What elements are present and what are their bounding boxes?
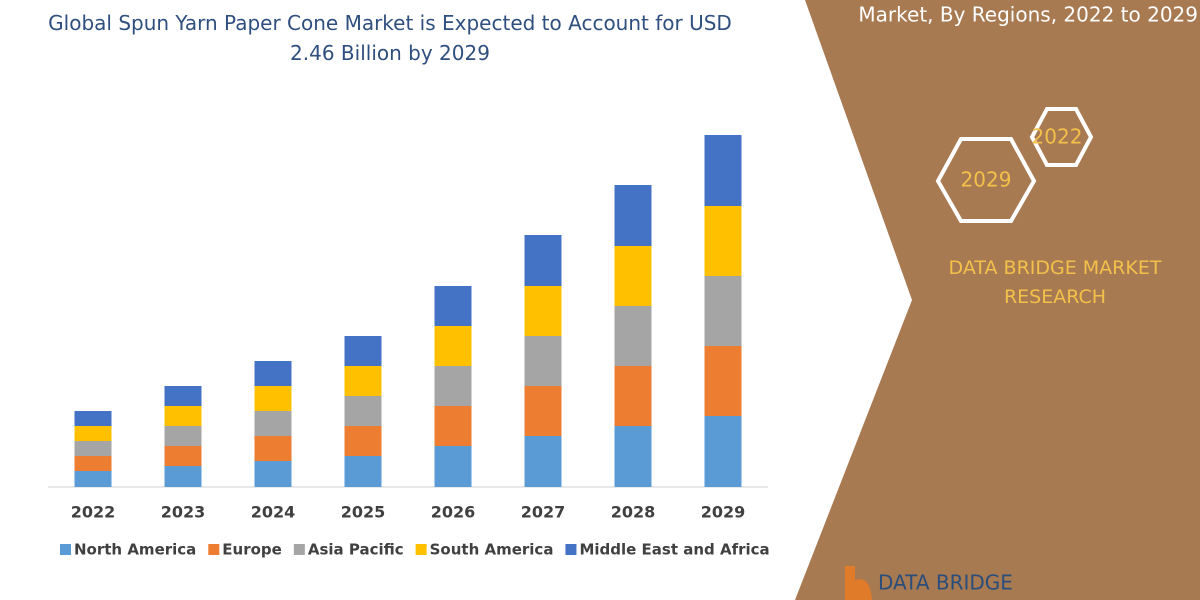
hex-label: 2022 <box>1032 125 1083 149</box>
legend-swatch <box>415 544 427 555</box>
bar-segment <box>704 416 742 487</box>
x-tick-label: 2026 <box>431 503 476 522</box>
bar-segment <box>524 386 562 436</box>
bar-segment <box>524 286 562 336</box>
logo-text: DATA BRIDGE <box>878 571 1013 595</box>
chart-title: Global Spun Yarn Paper Cone Market is Ex… <box>48 11 732 65</box>
bar-segment <box>614 246 652 306</box>
x-tick-label: 2025 <box>341 503 386 522</box>
x-tick-label: 2022 <box>71 503 116 522</box>
bar-segment <box>434 286 472 326</box>
banner-title: Market, By Regions, 2022 to 2029 <box>858 3 1198 27</box>
bar-segment <box>434 366 472 406</box>
bar-segment <box>254 461 292 487</box>
bar-segment <box>164 466 202 487</box>
bar-segment <box>524 235 562 286</box>
logo-icon <box>845 566 872 600</box>
bar-segment <box>74 441 112 456</box>
bar-segment <box>344 456 382 487</box>
hexagon <box>1029 107 1094 167</box>
bar-segment <box>74 411 112 426</box>
legend-swatch <box>208 544 220 555</box>
hex-label: 2029 <box>961 168 1012 192</box>
bar-segment <box>704 276 742 346</box>
x-tick-label: 2029 <box>701 503 746 522</box>
bar-segment <box>344 336 382 366</box>
x-tick-label: 2024 <box>251 503 296 522</box>
bar-segment <box>614 366 652 426</box>
bar-segment <box>254 411 292 436</box>
bar-segment <box>254 436 292 461</box>
legend-label: Europe <box>222 541 282 559</box>
bar-segment <box>74 426 112 441</box>
legend-label: Middle East and Africa <box>579 541 769 559</box>
legend-swatch <box>293 544 305 555</box>
bar-segment <box>164 446 202 466</box>
bar-segment <box>614 185 652 246</box>
legend-swatch <box>60 544 71 555</box>
bar-segment <box>704 206 742 276</box>
legend-label: South America <box>430 541 554 559</box>
banner-panel <box>795 0 1200 600</box>
bar-segment <box>704 135 742 206</box>
bar-segment <box>524 336 562 386</box>
bar-segment <box>344 366 382 396</box>
bar-segment <box>704 346 742 416</box>
bar-segment <box>344 396 382 426</box>
bar-segment <box>434 326 472 366</box>
x-tick-label: 2027 <box>521 503 566 522</box>
legend-label: Asia Pacific <box>308 541 404 559</box>
brand: DATA BRIDGE MARKET RESEARCH <box>948 257 1162 308</box>
bar-segment <box>164 406 202 426</box>
hexagon <box>935 137 1037 223</box>
bar-segment <box>74 471 112 487</box>
bar-segment <box>164 426 202 446</box>
bar-segment <box>254 361 292 386</box>
bar-segment <box>614 306 652 366</box>
x-tick-label: 2023 <box>161 503 206 522</box>
legend-label: North America <box>74 541 196 559</box>
bar-segment <box>74 456 112 471</box>
bar-segment <box>254 386 292 411</box>
brand-box: DATA BRIDGE MARKET RESEARCH <box>948 257 1162 308</box>
x-tick-label: 2028 <box>611 503 656 522</box>
bar-segment <box>434 406 472 446</box>
legend-swatch <box>565 544 577 555</box>
bar-segment <box>524 436 562 487</box>
bar-segment <box>434 446 472 487</box>
bar-segment <box>614 426 652 487</box>
bar-segment <box>344 426 382 456</box>
bar-segment <box>164 386 202 406</box>
